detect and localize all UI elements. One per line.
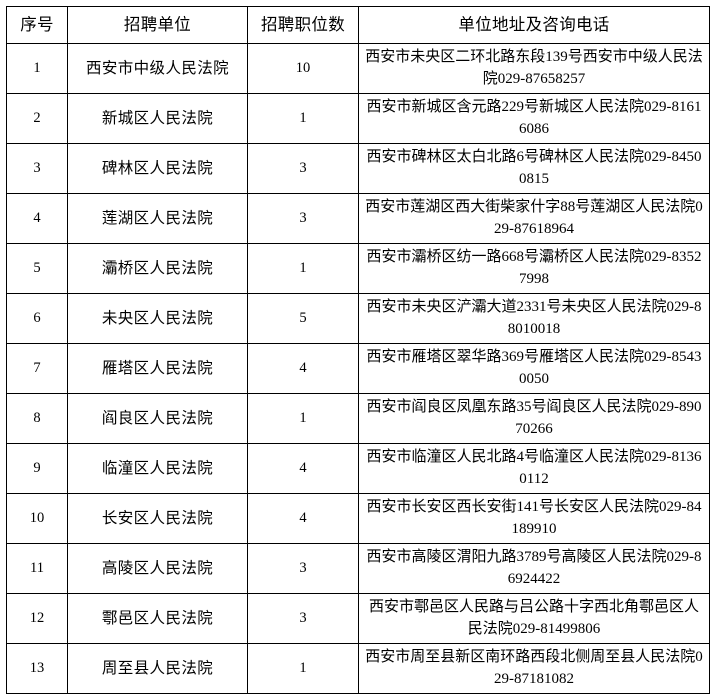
row-unit: 阎良区人民法院 bbox=[67, 393, 248, 444]
row-index: 13 bbox=[6, 643, 68, 694]
table-body: 1 西安市中级人民法院 10 西安市未央区二环北路东段139号西安市中级人民法院029… bbox=[6, 43, 710, 694]
row-position-count: 4 bbox=[247, 443, 359, 494]
row-address-phone: 西安市临潼区人民北路4号临潼区人民法院029-81360112 bbox=[358, 443, 710, 494]
table-row: 5 灞桥区人民法院 1 西安市灞桥区纺一路668号灞桥区人民法院029-8352799… bbox=[6, 243, 710, 294]
row-index: 11 bbox=[6, 543, 68, 594]
row-index: 9 bbox=[6, 443, 68, 494]
table-row: 12 鄠邑区人民法院 3 西安市鄠邑区人民路与吕公路十字西北角鄠邑区人民法院029-8… bbox=[6, 593, 710, 644]
row-position-count: 4 bbox=[247, 343, 359, 394]
row-address-phone: 西安市未央区二环北路东段139号西安市中级人民法院029-87658257 bbox=[358, 43, 710, 94]
row-unit: 新城区人民法院 bbox=[67, 93, 248, 144]
row-address-phone: 西安市莲湖区西大街柴家什字88号莲湖区人民法院029-87618964 bbox=[358, 193, 710, 244]
table-row: 4 莲湖区人民法院 3 西安市莲湖区西大街柴家什字88号莲湖区人民法院029-8761… bbox=[6, 193, 710, 244]
row-index: 4 bbox=[6, 193, 68, 244]
table-row: 11 高陵区人民法院 3 西安市高陵区渭阳九路3789号高陵区人民法院029-8692… bbox=[6, 543, 710, 594]
row-address-phone: 西安市长安区西长安街141号长安区人民法院029-84189910 bbox=[358, 493, 710, 544]
row-position-count: 1 bbox=[247, 643, 359, 694]
row-unit: 碑林区人民法院 bbox=[67, 143, 248, 194]
column-header-unit: 招聘单位 bbox=[67, 6, 248, 44]
row-address-phone: 西安市新城区含元路229号新城区人民法院029-81616086 bbox=[358, 93, 710, 144]
row-position-count: 4 bbox=[247, 493, 359, 544]
column-header-index: 序号 bbox=[6, 6, 68, 44]
row-address-phone: 西安市鄠邑区人民路与吕公路十字西北角鄠邑区人民法院029-81499806 bbox=[358, 593, 710, 644]
row-position-count: 1 bbox=[247, 93, 359, 144]
row-address-phone: 西安市雁塔区翠华路369号雁塔区人民法院029-85430050 bbox=[358, 343, 710, 394]
row-position-count: 5 bbox=[247, 293, 359, 344]
row-position-count: 1 bbox=[247, 393, 359, 444]
table-row: 10 长安区人民法院 4 西安市长安区西长安街141号长安区人民法院029-84189… bbox=[6, 493, 710, 544]
table-header-row: 序号 招聘单位 招聘职位数 单位地址及咨询电话 bbox=[6, 6, 710, 44]
row-index: 7 bbox=[6, 343, 68, 394]
table-row: 13 周至县人民法院 1 西安市周至县新区南环路西段北侧周至县人民法院029-8718… bbox=[6, 643, 710, 694]
table-row: 8 阎良区人民法院 1 西安市阎良区凤凰东路35号阎良区人民法院029-8907026… bbox=[6, 393, 710, 444]
table-row: 9 临潼区人民法院 4 西安市临潼区人民北路4号临潼区人民法院029-81360112 bbox=[6, 443, 710, 494]
row-index: 8 bbox=[6, 393, 68, 444]
row-address-phone: 西安市未央区浐灞大道2331号未央区人民法院029-88010018 bbox=[358, 293, 710, 344]
row-position-count: 3 bbox=[247, 143, 359, 194]
row-index: 5 bbox=[6, 243, 68, 294]
row-unit: 灞桥区人民法院 bbox=[67, 243, 248, 294]
column-header-count: 招聘职位数 bbox=[247, 6, 359, 44]
table-row: 6 未央区人民法院 5 西安市未央区浐灞大道2331号未央区人民法院029-88010… bbox=[6, 293, 710, 344]
row-address-phone: 西安市高陵区渭阳九路3789号高陵区人民法院029-86924422 bbox=[358, 543, 710, 594]
table-header: 序号 招聘单位 招聘职位数 单位地址及咨询电话 bbox=[6, 6, 710, 44]
row-unit: 莲湖区人民法院 bbox=[67, 193, 248, 244]
table-row: 3 碑林区人民法院 3 西安市碑林区太白北路6号碑林区人民法院029-84500815 bbox=[6, 143, 710, 194]
table-row: 7 雁塔区人民法院 4 西安市雁塔区翠华路369号雁塔区人民法院029-8543005… bbox=[6, 343, 710, 394]
row-address-phone: 西安市阎良区凤凰东路35号阎良区人民法院029-89070266 bbox=[358, 393, 710, 444]
row-position-count: 3 bbox=[247, 593, 359, 644]
row-unit: 临潼区人民法院 bbox=[67, 443, 248, 494]
row-index: 1 bbox=[6, 43, 68, 94]
row-address-phone: 西安市碑林区太白北路6号碑林区人民法院029-84500815 bbox=[358, 143, 710, 194]
row-unit: 周至县人民法院 bbox=[67, 643, 248, 694]
row-index: 12 bbox=[6, 593, 68, 644]
row-position-count: 1 bbox=[247, 243, 359, 294]
row-unit: 长安区人民法院 bbox=[67, 493, 248, 544]
row-index: 3 bbox=[6, 143, 68, 194]
row-index: 6 bbox=[6, 293, 68, 344]
table-row: 2 新城区人民法院 1 西安市新城区含元路229号新城区人民法院029-8161608… bbox=[6, 93, 710, 144]
row-unit: 雁塔区人民法院 bbox=[67, 343, 248, 394]
row-index: 2 bbox=[6, 93, 68, 144]
row-position-count: 3 bbox=[247, 543, 359, 594]
row-unit: 高陵区人民法院 bbox=[67, 543, 248, 594]
row-unit: 未央区人民法院 bbox=[67, 293, 248, 344]
row-position-count: 3 bbox=[247, 193, 359, 244]
row-unit: 西安市中级人民法院 bbox=[67, 43, 248, 94]
recruitment-table: 序号 招聘单位 招聘职位数 单位地址及咨询电话 1 西安市中级人民法院 10 西安市未… bbox=[6, 6, 710, 694]
recruitment-table-container: 序号 招聘单位 招聘职位数 单位地址及咨询电话 1 西安市中级人民法院 10 西安市未… bbox=[6, 6, 710, 694]
table-row: 1 西安市中级人民法院 10 西安市未央区二环北路东段139号西安市中级人民法院029… bbox=[6, 43, 710, 94]
row-address-phone: 西安市周至县新区南环路西段北侧周至县人民法院029-87181082 bbox=[358, 643, 710, 694]
row-index: 10 bbox=[6, 493, 68, 544]
row-unit: 鄠邑区人民法院 bbox=[67, 593, 248, 644]
row-position-count: 10 bbox=[247, 43, 359, 94]
column-header-address: 单位地址及咨询电话 bbox=[358, 6, 710, 44]
row-address-phone: 西安市灞桥区纺一路668号灞桥区人民法院029-83527998 bbox=[358, 243, 710, 294]
